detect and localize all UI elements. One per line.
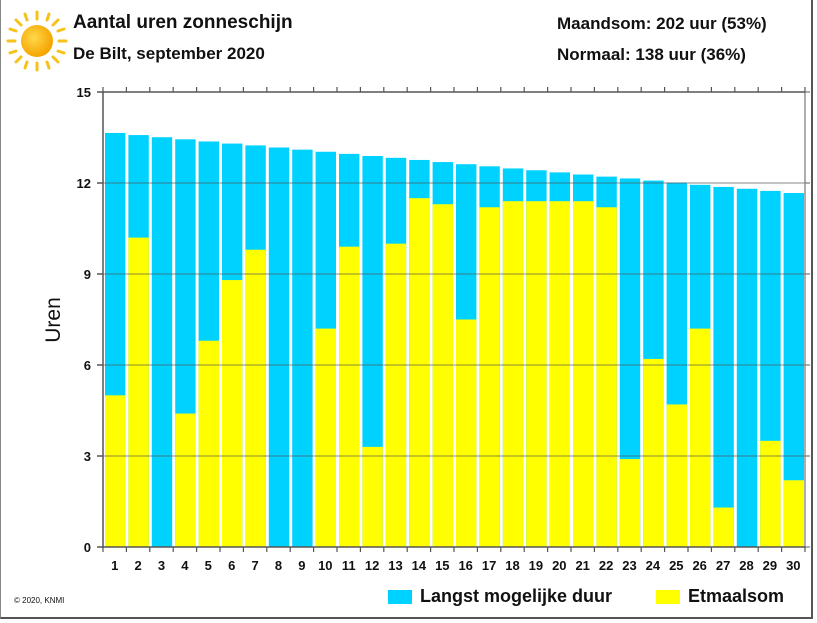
bar-daily-sum [479, 207, 500, 547]
x-tick-label: 23 [622, 558, 636, 573]
bar-max-duration [619, 178, 641, 547]
x-tick-label: 19 [529, 558, 543, 573]
bar-daily-sum [128, 237, 149, 547]
x-tick-label: 17 [482, 558, 496, 573]
chart-subtitle: De Bilt, september 2020 [73, 44, 265, 63]
x-tick-label: 16 [458, 558, 472, 573]
bar-daily-sum [315, 328, 336, 547]
bar-daily-sum [690, 328, 711, 547]
bar-daily-sum [222, 280, 243, 547]
y-tick-label: 3 [84, 449, 91, 464]
legend-swatch-max-duration [388, 589, 412, 604]
bar-daily-sum [526, 201, 547, 547]
x-tick-label: 3 [158, 558, 165, 573]
bar-daily-sum [549, 201, 570, 547]
x-tick-label: 13 [388, 558, 402, 573]
monthly-sum-annotation: Maandsom: 202 uur (53%) [557, 14, 767, 33]
copyright: © 2020, KNMI [14, 596, 65, 605]
bar-daily-sum [409, 198, 430, 547]
x-tick-label: 4 [181, 558, 189, 573]
x-tick-label: 11 [342, 558, 356, 573]
axes [97, 87, 810, 552]
bar-max-duration [736, 188, 758, 547]
bars [105, 132, 804, 548]
y-axis-label: Uren [42, 297, 65, 343]
bar-daily-sum [783, 480, 804, 547]
bar-daily-sum [105, 395, 126, 547]
legend-item-max-duration: Langst mogelijke duur [388, 586, 612, 607]
x-tick-label: 21 [575, 558, 589, 573]
x-tick-label: 27 [716, 558, 730, 573]
chart-title: Aantal uren zonneschijn [73, 12, 293, 33]
x-tick-label: 25 [669, 558, 683, 573]
x-tick-label: 9 [298, 558, 305, 573]
x-tick-label: 26 [692, 558, 706, 573]
x-tick-label: 28 [739, 558, 753, 573]
bar-daily-sum [713, 507, 734, 547]
bar-daily-sum [385, 243, 407, 547]
y-tick-label: 15 [77, 85, 91, 100]
x-tick-label: 29 [763, 558, 777, 573]
x-tick-label: 10 [318, 558, 332, 573]
legend-swatch-daily-sum [656, 589, 680, 604]
legend-label-daily-sum: Etmaalsom [688, 586, 785, 606]
x-tick-labels: 1 2 3 4 5 6 7 8 9 10 11 12 13 14 15 16 17 18 19 20 21 22 23 24 2… [111, 558, 800, 573]
x-tick-label: 2 [134, 558, 141, 573]
bar-daily-sum [619, 459, 641, 547]
x-tick-label: 12 [365, 558, 379, 573]
x-tick-label: 22 [599, 558, 613, 573]
bar-daily-sum [339, 246, 360, 547]
x-tick-label: 24 [646, 558, 661, 573]
bar-daily-sum [198, 340, 219, 547]
bar-daily-sum [502, 201, 524, 547]
x-tick-label: 5 [205, 558, 212, 573]
bar-daily-sum [456, 319, 477, 547]
bar-daily-sum [175, 413, 196, 547]
bar-daily-sum [643, 358, 664, 547]
bar-daily-sum [432, 204, 453, 547]
x-tick-label: 20 [552, 558, 566, 573]
normal-annotation: Normaal: 138 uur (36%) [557, 45, 746, 64]
y-tick-label: 0 [84, 540, 91, 555]
bar-daily-sum [362, 446, 383, 547]
x-tick-label: 1 [111, 558, 118, 573]
bar-max-duration [713, 186, 734, 547]
y-tick-labels: 0 3 6 9 12 15 [77, 85, 91, 555]
x-tick-label: 6 [228, 558, 235, 573]
y-tick-label: 12 [77, 176, 91, 191]
bar-daily-sum [760, 440, 781, 547]
x-tick-label: 15 [435, 558, 449, 573]
x-tick-label: 7 [251, 558, 258, 573]
bar-max-duration [292, 149, 313, 547]
x-tick-label: 18 [505, 558, 519, 573]
sun-icon [6, 10, 68, 72]
y-tick-label: 6 [84, 358, 91, 373]
legend-item-daily-sum: Etmaalsom [656, 586, 784, 607]
bar-max-duration [151, 137, 173, 548]
bar-max-duration [268, 147, 290, 547]
x-tick-label: 8 [275, 558, 282, 573]
x-tick-label: 14 [412, 558, 427, 573]
bar-daily-sum [245, 249, 266, 547]
bar-daily-sum [573, 201, 594, 547]
x-tick-label: 30 [786, 558, 800, 573]
bar-max-duration [783, 193, 804, 547]
legend-label-max-duration: Langst mogelijke duur [420, 586, 613, 606]
bar-daily-sum [666, 404, 687, 547]
bar-daily-sum [596, 207, 617, 547]
y-tick-label: 9 [84, 267, 91, 282]
